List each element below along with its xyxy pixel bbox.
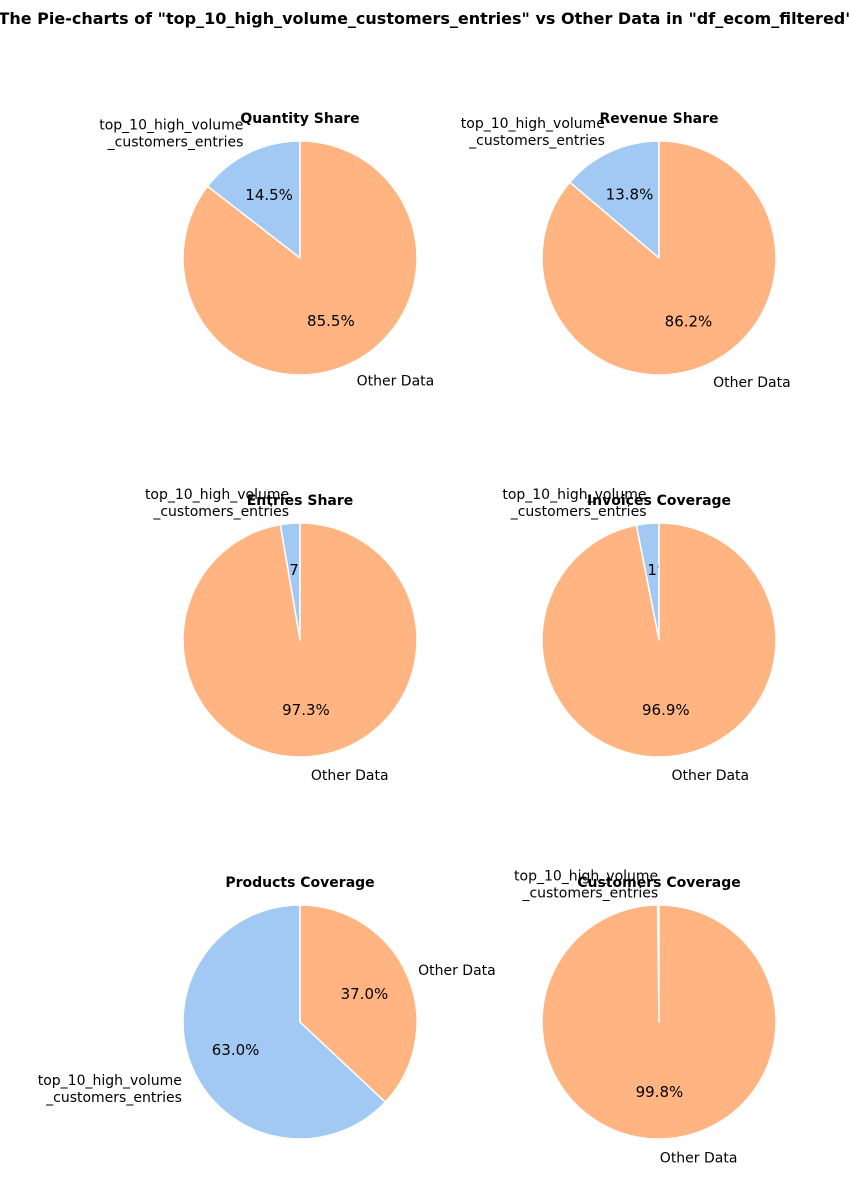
pie-percent-label: 96.9%	[642, 701, 690, 719]
pie-category-label: Other Data	[672, 768, 750, 784]
pie-chart-1: Quantity Share 14.5% top_10_high_volume _cu…	[99, 111, 434, 390]
pie-category-label: top_10_high_volume _customers_entries	[145, 487, 289, 520]
pie-category-label: top_10_high_volume _customers_entries	[38, 1073, 182, 1106]
pie-title: Customers Coverage	[577, 875, 740, 891]
pie-title: Invoices Coverage	[587, 493, 731, 509]
pie-percent-label: 14.5%	[245, 186, 293, 204]
pie-title: Quantity Share	[240, 111, 359, 127]
pie-slice	[182, 140, 418, 376]
pie-slice	[569, 140, 660, 259]
pie-category-label: top_10_high_volume _customers_entries	[461, 116, 605, 149]
pie-slice	[541, 904, 777, 1140]
pie-category-label: Other Data	[357, 374, 435, 390]
pie-category-label: top_10_high_volume _customers_entries	[502, 487, 646, 520]
pie-percent-label: 85.5%	[307, 312, 355, 330]
pie-percent-label: 37.0%	[341, 985, 389, 1003]
pie-category-label: Other Data	[418, 963, 496, 979]
pie-percent-label: 86.2%	[665, 313, 713, 331]
pie-slice	[299, 904, 418, 1103]
pie-category-label: Other Data	[311, 768, 389, 784]
pie-title: Products Coverage	[225, 875, 374, 891]
pie-slice	[182, 522, 418, 758]
pie-category-label: top_10_high_volume _customers_entries	[514, 868, 658, 901]
pie-percent-label: 97.3%	[282, 701, 330, 719]
pie-percent-label: 99.8%	[636, 1083, 684, 1101]
pie-percent-label: 63.0%	[212, 1041, 260, 1059]
pie-slice	[182, 904, 387, 1140]
pie-title: Revenue Share	[599, 111, 718, 127]
pie-chart-2: Revenue Share 13.8% top_10_high_volume _cus…	[461, 111, 791, 391]
pie-chart-6: Customers Coverage0.2%top_10_high_volume…	[514, 868, 777, 1167]
pie-chart-5: Products Coverage 63.0% top_10_high_volume…	[38, 875, 496, 1140]
pie-category-label: Other Data	[713, 375, 791, 391]
pie-percent-label: 13.8%	[606, 185, 654, 203]
figure-title: The Pie-charts of "top_10_high_volume_cu…	[0, 9, 849, 28]
pie-slice	[541, 140, 777, 376]
pie-slice	[206, 140, 301, 259]
pie-category-label: top_10_high_volume _customers_entries	[99, 117, 243, 150]
pie-title: Entries Share	[247, 493, 354, 509]
pie-category-label: Other Data	[660, 1151, 738, 1167]
pie-slice	[541, 522, 777, 758]
